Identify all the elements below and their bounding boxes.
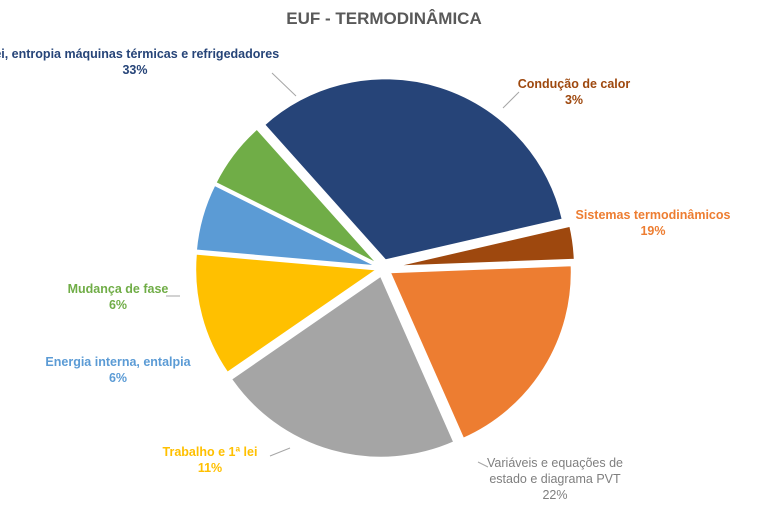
data-label-percent: 19% bbox=[640, 224, 665, 238]
data-label-name: lei, entropia máquinas térmicas e refrig… bbox=[0, 47, 279, 61]
data-label-name: Variáveis e equações de bbox=[487, 456, 623, 470]
data-label-percent: 11% bbox=[198, 461, 222, 475]
pie-slice bbox=[229, 274, 456, 459]
data-label-percent: 22% bbox=[542, 488, 567, 502]
leader-line bbox=[477, 461, 489, 468]
data-label-name: Trabalho e 1ª lei bbox=[163, 445, 258, 459]
data-label: Variáveis e equações de estado e diagrama… bbox=[487, 456, 623, 502]
data-label-percent: 33% bbox=[122, 63, 147, 77]
data-label: Condução de calor 3% bbox=[518, 77, 631, 107]
leader-line bbox=[502, 91, 520, 109]
pie-slice bbox=[214, 127, 379, 266]
pie-slice bbox=[388, 264, 573, 441]
data-label-name: Sistemas termodinâmicos bbox=[576, 208, 731, 222]
leader-line bbox=[271, 72, 297, 97]
data-label: Mudança de fase 6% bbox=[68, 282, 169, 312]
data-label: Trabalho e 1ª lei 11% bbox=[163, 445, 258, 475]
leader-line bbox=[269, 447, 291, 457]
chart-title: EUF - TERMODINÂMICA bbox=[286, 9, 482, 28]
data-label-percent: 6% bbox=[109, 298, 127, 312]
data-label-name: Mudança de fase bbox=[68, 282, 169, 296]
pie-slice bbox=[194, 252, 381, 375]
data-label: lei, entropia máquinas térmicas e refrig… bbox=[0, 47, 279, 77]
data-label-name: Condução de calor bbox=[518, 77, 631, 91]
pie-slice bbox=[262, 77, 564, 262]
data-label: Sistemas termodinâmicos 19% bbox=[576, 208, 731, 238]
data-label-percent: 3% bbox=[565, 93, 583, 107]
data-label-name: estado e diagrama PVT bbox=[489, 472, 621, 486]
data-label-name: Energia interna, entalpia bbox=[45, 355, 191, 369]
data-label: Energia interna, entalpia 6% bbox=[45, 355, 191, 385]
pie-slice bbox=[392, 224, 576, 268]
pie-slice bbox=[194, 183, 378, 268]
data-label-percent: 6% bbox=[109, 371, 127, 385]
